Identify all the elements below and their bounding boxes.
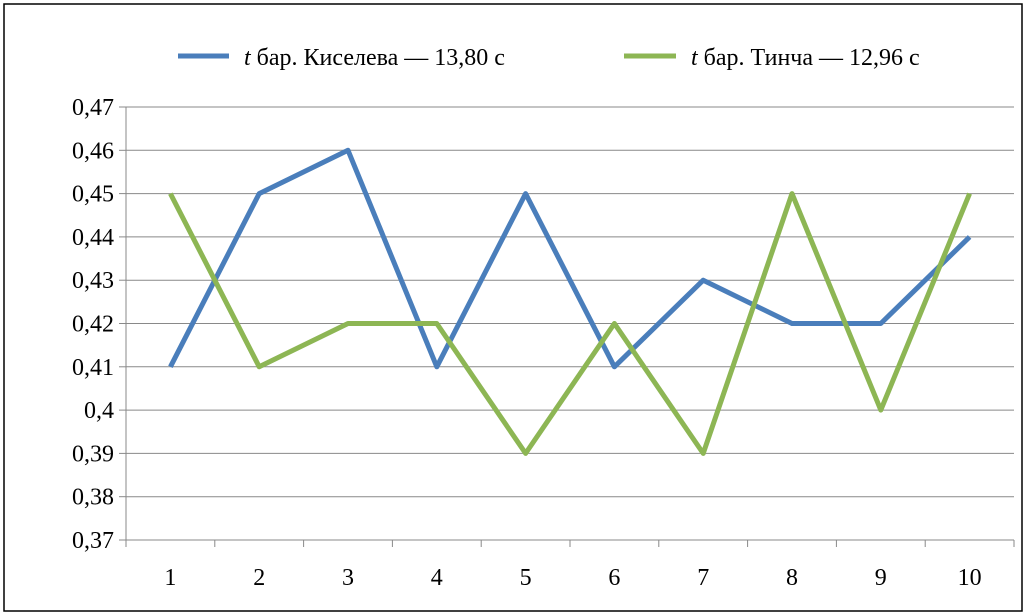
axes [119,106,1015,547]
y-tick-label: 0,37 [72,528,114,554]
y-tick-label: 0,39 [72,441,114,467]
legend: t бар. Киселева — 13,80 с t бар. Тинча —… [178,45,920,71]
x-tick-label: 8 [786,565,798,591]
x-tick-label: 4 [431,565,443,591]
series-line-2 [168,191,972,456]
x-tick-label: 9 [875,565,887,591]
y-tick-label: 0,41 [72,355,114,381]
y-tick-label: 0,47 [72,95,114,121]
series-line-1 [168,147,972,370]
x-tick-label: 3 [342,565,354,591]
series-lines [168,147,972,456]
x-tick-label: 5 [520,565,532,591]
y-tick-label: 0,38 [72,485,114,511]
x-tick-label: 7 [697,565,709,591]
x-tick-label: 2 [253,565,265,591]
x-axis-tick-labels: 1 2 3 4 5 6 7 8 9 10 [164,565,981,591]
y-tick-label: 0,45 [72,182,114,208]
y-tick-label: 0,46 [72,138,114,164]
x-tick-label: 10 [958,565,982,591]
x-tick-label: 1 [164,565,176,591]
legend-label-series-1: t бар. Киселева — 13,80 с [244,45,505,71]
y-tick-label: 0,4 [84,398,114,424]
y-tick-label: 0,43 [72,268,114,294]
y-axis-tick-labels: 0,37 0,38 0,39 0,4 0,41 0,42 0,43 0,44 0,45 0,46 0… [72,95,114,554]
y-tick-label: 0,42 [72,312,114,338]
chart-border [3,3,1023,612]
y-tick-label: 0,44 [72,225,114,251]
legend-label-series-2: t бар. Тинча — 12,96 с [691,45,920,71]
x-tick-label: 6 [608,565,620,591]
